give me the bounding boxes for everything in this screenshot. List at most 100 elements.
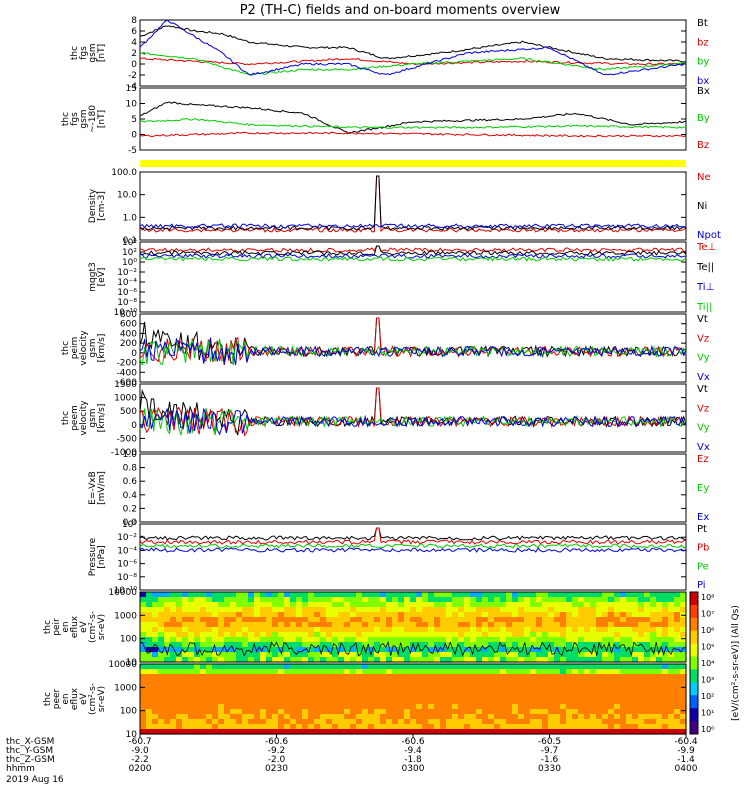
spectrogram-cell: [290, 694, 297, 700]
spectrogram-cell: [182, 714, 189, 720]
spectrogram-cell: [182, 622, 189, 628]
spectrogram-cell: [272, 689, 279, 695]
spectrogram-cell: [416, 597, 423, 603]
spectrogram-cell: [518, 664, 525, 670]
spectrogram-cell: [356, 612, 363, 618]
spectrogram-cell: [500, 617, 507, 623]
spectrogram-cell: [332, 664, 339, 670]
spectrogram-cell: [578, 684, 585, 690]
spectrogram-cell: [302, 689, 309, 695]
spectrogram-cell: [536, 724, 543, 730]
spectrogram-cell: [536, 652, 543, 658]
spectrogram-cell: [524, 607, 531, 613]
spectrogram-cell: [338, 617, 345, 623]
spectrogram-cell: [632, 699, 639, 705]
spectrogram-cell: [656, 699, 663, 705]
spectrogram-cell: [440, 632, 447, 638]
spectrogram-cell: [308, 612, 315, 618]
spectrogram-cell: [308, 694, 315, 700]
spectrogram-cell: [488, 709, 495, 715]
spectrogram-cell: [542, 637, 549, 643]
spectrogram-cell: [656, 689, 663, 695]
spectrogram-cell: [152, 704, 159, 710]
spectrogram-cell: [428, 669, 435, 675]
spectrogram-cell: [398, 689, 405, 695]
spectrogram-cell: [578, 669, 585, 675]
spectrogram-cell: [542, 664, 549, 670]
spectrogram-cell: [152, 597, 159, 603]
spectrogram-cell: [332, 684, 339, 690]
spectrogram-cell: [206, 689, 213, 695]
spectrogram-cell: [386, 724, 393, 730]
spectrogram-cell: [242, 679, 249, 685]
spectrogram-cell: [158, 602, 165, 608]
spectrogram-cell: [176, 642, 183, 648]
spectrogram-cell: [170, 657, 177, 663]
spectrogram-cell: [428, 657, 435, 663]
spectrogram-cell: [266, 607, 273, 613]
spectrogram-cell: [254, 664, 261, 670]
spectrogram-cell: [374, 617, 381, 623]
spectrogram-cell: [356, 689, 363, 695]
spectrogram-cell: [218, 664, 225, 670]
spectrogram-cell: [188, 664, 195, 670]
spectrogram-cell: [482, 719, 489, 725]
spectrogram-cell: [314, 592, 321, 598]
spectrogram-cell: [566, 709, 573, 715]
spectrogram-cell: [284, 647, 291, 653]
y-tick-label: -200: [117, 359, 138, 369]
spectrogram-cell: [662, 642, 669, 648]
spectrogram-cell: [194, 637, 201, 643]
spectrogram-cell: [200, 704, 207, 710]
spectrogram-cell: [398, 617, 405, 623]
spectrogram-cell: [374, 602, 381, 608]
spectrogram-cell: [392, 699, 399, 705]
spectrogram-cell: [518, 622, 525, 628]
spectrogram-cell: [488, 669, 495, 675]
spectrogram-cell: [326, 719, 333, 725]
spectrogram-cell: [140, 627, 147, 633]
spectrogram-cell: [194, 719, 201, 725]
spectrogram-cell: [494, 669, 501, 675]
spectrogram-cell: [278, 704, 285, 710]
spectrogram-cell: [452, 704, 459, 710]
spectrogram-cell: [152, 699, 159, 705]
spectrogram-cell: [380, 664, 387, 670]
spectrogram-cell: [248, 704, 255, 710]
spectrogram-cell: [194, 592, 201, 598]
spectrogram-cell: [536, 709, 543, 715]
spectrogram-cell: [416, 699, 423, 705]
spectrogram-cell: [224, 704, 231, 710]
spectrogram-cell: [548, 637, 555, 643]
spectrogram-cell: [560, 709, 567, 715]
spectrogram-cell: [188, 694, 195, 700]
spectrogram-cell: [320, 664, 327, 670]
spectrogram-cell: [428, 612, 435, 618]
spectrogram-cell: [140, 657, 147, 663]
spectrogram-cell: [452, 622, 459, 628]
spectrogram-cell: [368, 674, 375, 680]
spectrogram-cell: [386, 657, 393, 663]
spectrogram-cell: [680, 674, 687, 680]
spectrogram-cell: [158, 612, 165, 618]
spectrogram-cell: [362, 592, 369, 598]
spectrogram-cell: [656, 709, 663, 715]
x-tick-label: -1.8: [404, 755, 422, 765]
spectrogram-cell: [470, 689, 477, 695]
spectrogram-cell: [470, 647, 477, 653]
spectrogram-cell: [620, 597, 627, 603]
spectrogram-cell: [434, 592, 441, 598]
spectrogram-cell: [650, 669, 657, 675]
spectrogram-cell: [482, 642, 489, 648]
spectrogram-cell: [266, 719, 273, 725]
spectrogram-cell: [464, 674, 471, 680]
spectrogram-cell: [554, 719, 561, 725]
spectrogram-cell: [224, 652, 231, 658]
spectrogram-cell: [308, 602, 315, 608]
spectrogram-cell: [260, 642, 267, 648]
x-tick-label: 0400: [675, 764, 698, 774]
spectrogram-cell: [296, 622, 303, 628]
spectrogram-cell: [644, 597, 651, 603]
